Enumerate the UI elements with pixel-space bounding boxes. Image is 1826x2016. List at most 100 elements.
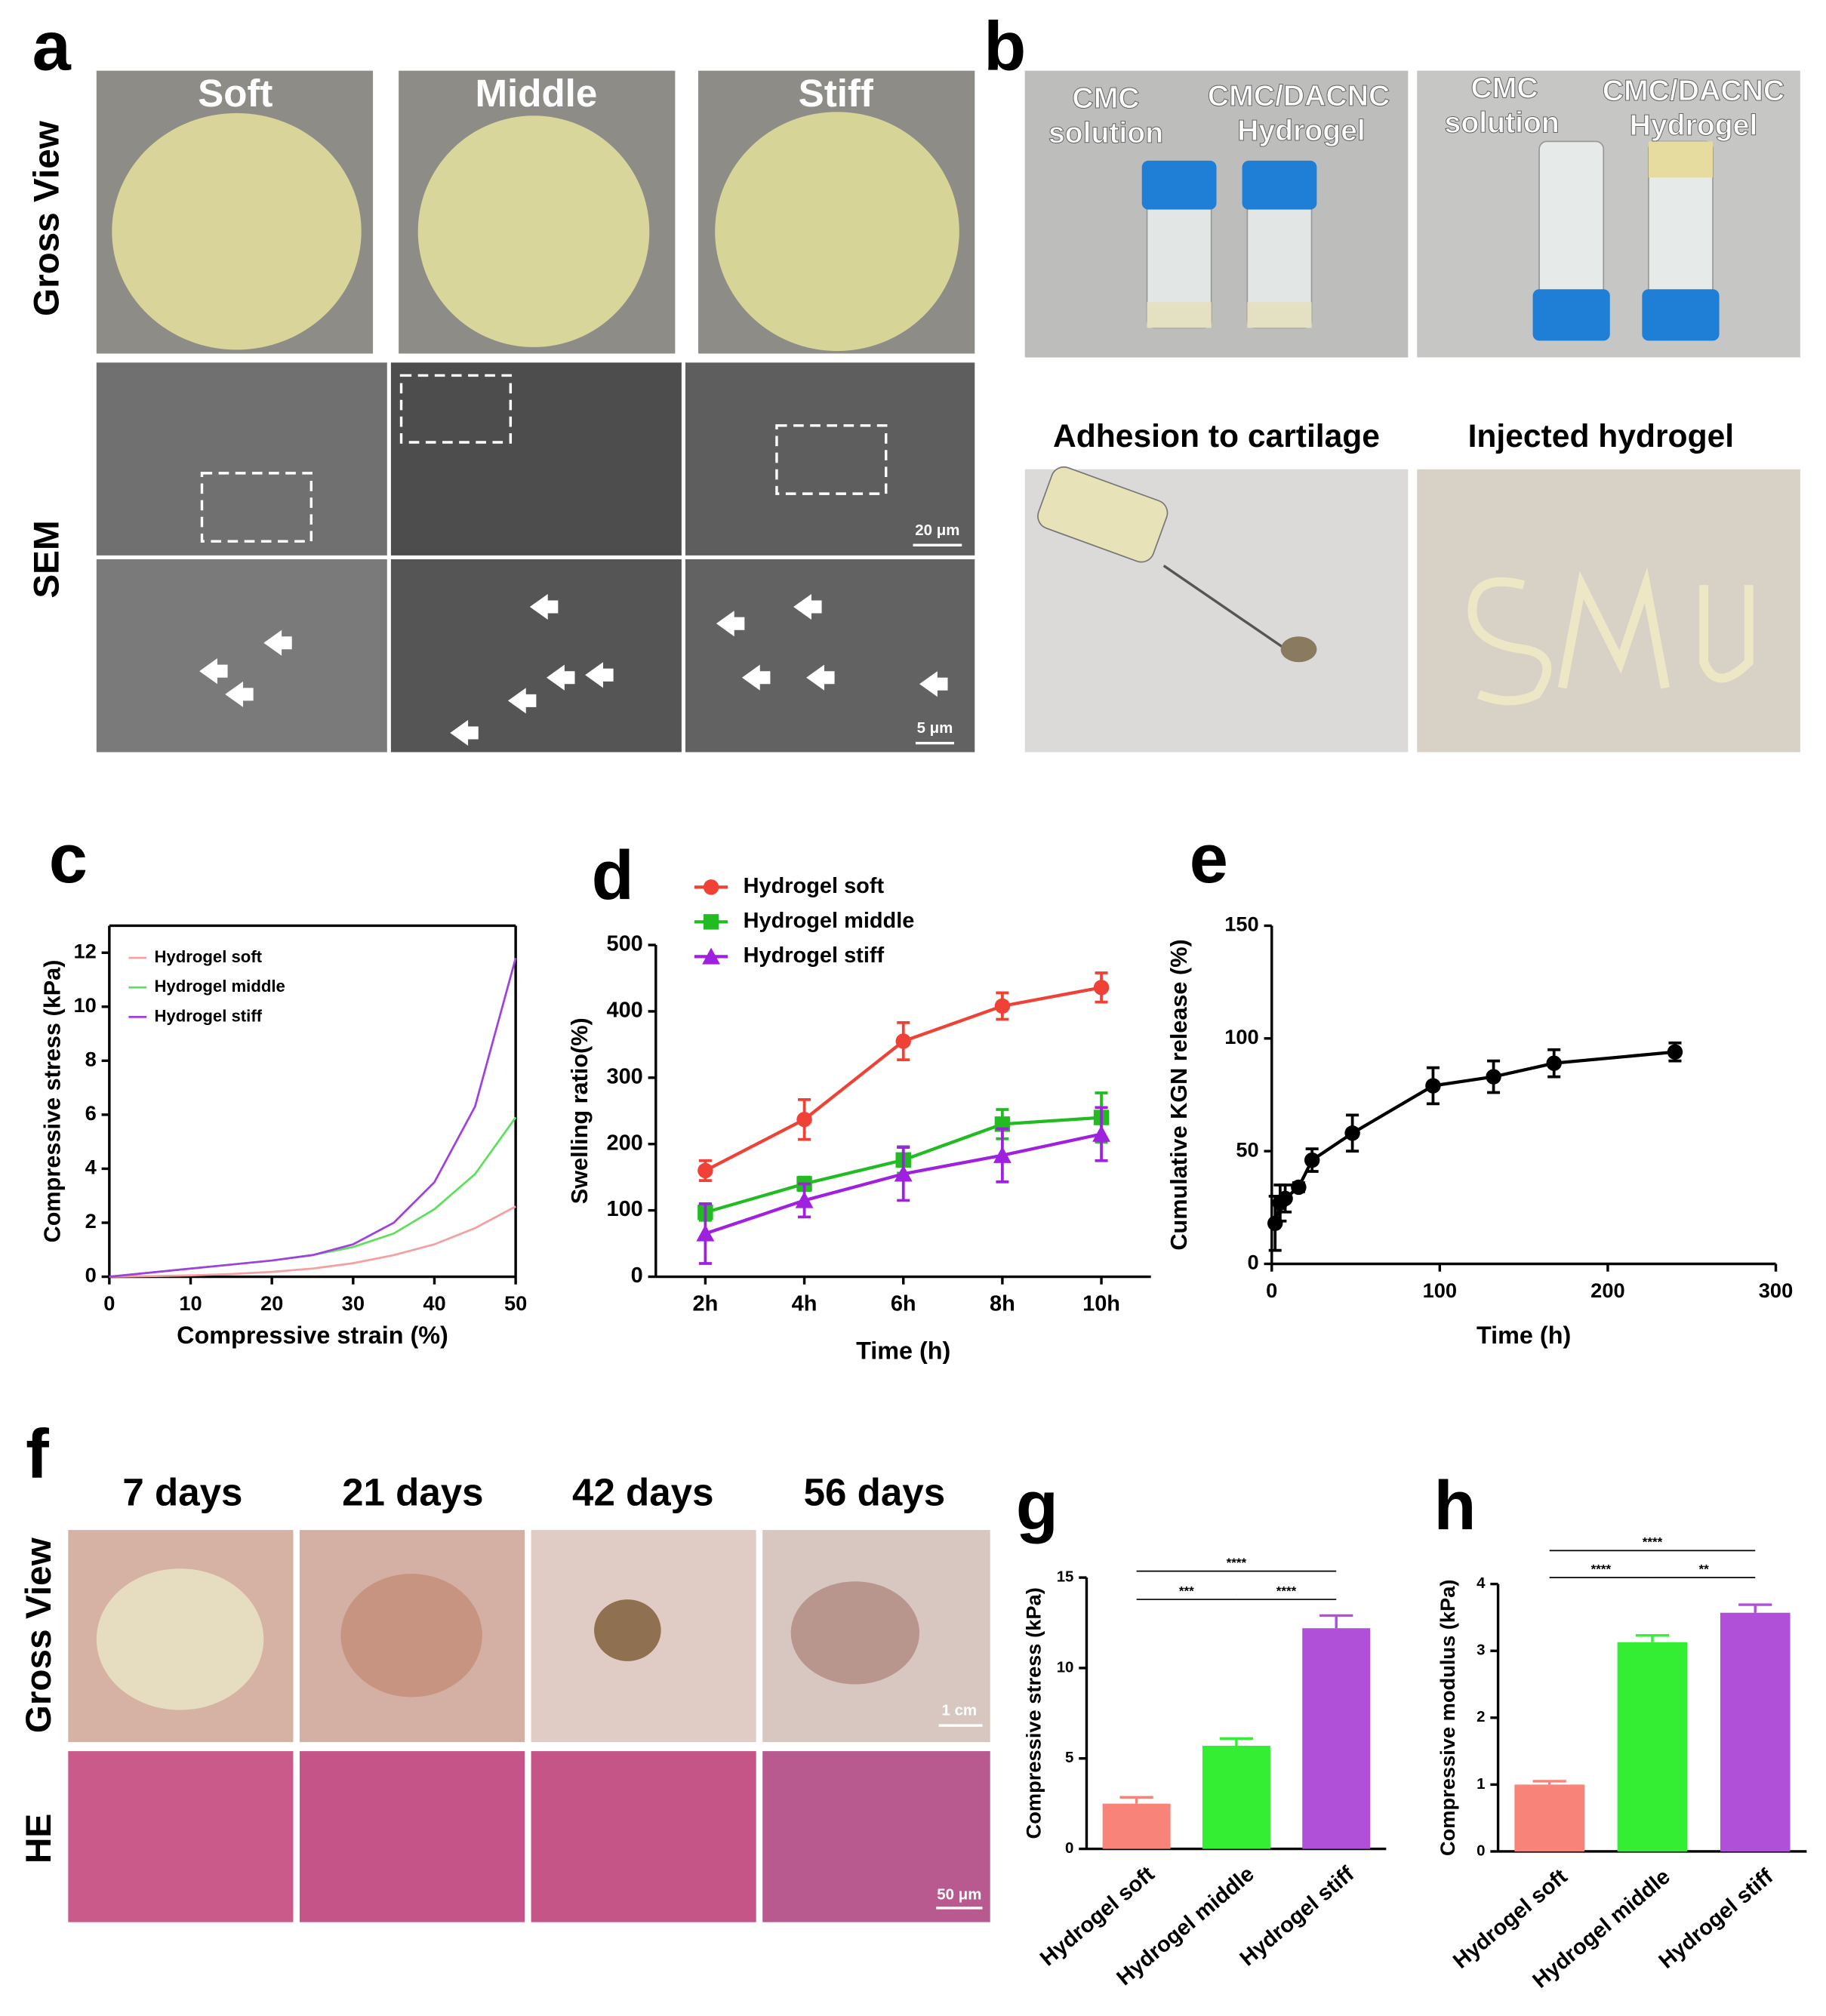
y-tick-label: 8 [85, 1048, 97, 1071]
error-bar [1738, 1603, 1772, 1613]
marker [1304, 1152, 1320, 1168]
photo [1024, 70, 1409, 358]
y-tick-label: 15 [1057, 1568, 1074, 1586]
vial-content [1648, 141, 1714, 178]
x-tick-label: 2h [693, 1292, 719, 1316]
he-image [762, 1751, 990, 1922]
arrow [225, 681, 254, 707]
photo-label: Hydrogel [1630, 109, 1758, 142]
x-tick-label: 300 [1759, 1279, 1793, 1302]
error-bar [1635, 1634, 1670, 1642]
marker [1291, 1179, 1307, 1196]
y-tick-label: 12 [74, 939, 97, 962]
sem-image [390, 362, 682, 556]
y-axis-title: Cumulative KGN release (%) [1166, 939, 1192, 1250]
row-label: SEM [26, 520, 66, 598]
photo-caption: Adhesion to cartilage [1053, 418, 1380, 454]
vial-content [1247, 302, 1312, 328]
x-tick-label: 20 [260, 1291, 283, 1315]
sem-image [685, 362, 975, 556]
x-tick-label: 0 [1266, 1279, 1277, 1302]
panel-label: b [984, 8, 1026, 85]
x-tick-label: 30 [342, 1291, 365, 1315]
y-tick-label: 0 [1477, 1842, 1485, 1859]
legend-label: Hydrogel stiff [744, 943, 885, 968]
arrow [547, 664, 575, 691]
y-tick-label: 50 [1236, 1137, 1258, 1161]
column-label: 21 days [342, 1471, 484, 1514]
y-tick-label: 3 [1477, 1642, 1485, 1659]
vial-cap [1242, 160, 1317, 210]
significance-label: **** [1643, 1535, 1663, 1550]
y-tick-label: 10 [74, 993, 97, 1017]
significance-label: **** [1276, 1584, 1297, 1598]
y-axis-title: Compressive modulus (kPa) [1436, 1580, 1459, 1856]
y-tick-label: 2 [1477, 1708, 1485, 1725]
y-tick-label: 4 [1477, 1574, 1486, 1592]
y-tick-label: 400 [606, 999, 642, 1023]
arrow [585, 662, 614, 688]
marker [796, 1111, 812, 1128]
photo-label: CMC [1072, 82, 1139, 115]
bar [1514, 1784, 1585, 1851]
x-tick-label: 0 [103, 1291, 115, 1315]
arrow [806, 664, 835, 691]
vial-content [1147, 302, 1212, 328]
y-tick-label: 200 [606, 1131, 642, 1155]
row-label: Gross View [26, 120, 66, 316]
y-tick-label: 100 [1224, 1025, 1258, 1048]
gross-photos [96, 70, 975, 354]
y-tick-label: 100 [606, 1197, 642, 1221]
panel-label: c [49, 820, 88, 897]
arrow [529, 593, 559, 620]
he-image [531, 1751, 756, 1922]
sem-image [685, 559, 975, 753]
vial-cap [1532, 289, 1610, 341]
x-tick-label: 40 [423, 1291, 445, 1315]
cartilage [1280, 636, 1317, 663]
bar [1617, 1642, 1688, 1851]
legend-label: Hydrogel soft [154, 947, 262, 966]
column-label: Stiff [799, 72, 874, 115]
vial-cap [1642, 289, 1720, 341]
bar [1102, 1803, 1171, 1849]
implant [790, 1581, 920, 1685]
he-image [68, 1751, 294, 1922]
error-bar [1219, 1737, 1254, 1746]
marker [697, 1162, 713, 1179]
y-axis-title: Compressive stress (kPa) [40, 960, 66, 1243]
significance-label: **** [1227, 1556, 1247, 1570]
series-line [109, 1116, 517, 1278]
scale-bar-label: 50 μm [937, 1885, 981, 1903]
arrows [199, 593, 948, 746]
marker [894, 1165, 913, 1182]
photo-label: solution [1445, 107, 1560, 140]
column-label: Soft [198, 72, 273, 115]
marker [895, 1033, 911, 1049]
zoom-box [399, 374, 513, 444]
y-tick-label: 0 [1248, 1251, 1259, 1274]
photo-label: CMC/DACNC [1603, 75, 1784, 107]
implant-photos [68, 1530, 990, 1922]
implant [96, 1568, 264, 1710]
error-bar [1532, 1780, 1566, 1785]
arrow [919, 671, 948, 697]
implant [594, 1599, 661, 1661]
legend-marker [702, 947, 720, 965]
column-label: 7 days [122, 1471, 242, 1514]
error-bar [1119, 1796, 1153, 1804]
y-tick-label: 6 [85, 1101, 97, 1125]
panel-label: f [26, 1416, 49, 1493]
bar [1202, 1745, 1270, 1849]
x-axis-title: Compressive strain (%) [177, 1322, 448, 1349]
vial-photos [1024, 70, 1800, 358]
injection-photos [1024, 466, 1800, 753]
scale-bar-label: 5 μm [917, 719, 953, 737]
significance-label: ** [1698, 1562, 1709, 1576]
implant [340, 1574, 482, 1697]
x-axis-title: Time (h) [1477, 1322, 1571, 1349]
needle [1162, 565, 1287, 651]
y-tick-label: 500 [606, 932, 642, 956]
vial [1538, 140, 1605, 303]
